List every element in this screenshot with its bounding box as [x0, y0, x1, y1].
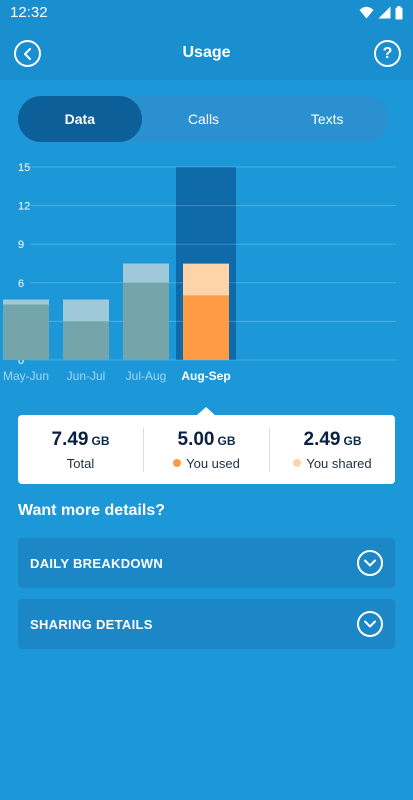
bar-shared-Jul-Aug	[123, 263, 169, 283]
used-value-row: 5.00 GB	[178, 429, 236, 451]
used-label: You used	[186, 455, 240, 471]
bar-used-Jul-Aug	[123, 282, 169, 360]
shared-label: You shared	[306, 455, 372, 471]
app-bar: Usage ?	[0, 25, 413, 80]
chevron-down-icon[interactable]	[357, 611, 383, 637]
shared-label-row: You shared	[293, 455, 372, 471]
tab-texts[interactable]: Texts	[310, 111, 344, 127]
bar-shared-May-Jun	[3, 299, 49, 305]
status-bar: 12:32	[0, 0, 413, 25]
question-mark-icon: ?	[382, 44, 393, 62]
x-tick-label: May-Jun	[3, 369, 49, 383]
sharing-details-accordion[interactable]: SHARING DETAILS	[18, 599, 395, 649]
shared-unit: GB	[343, 433, 362, 448]
y-tick-label: 12	[18, 201, 30, 213]
chevron-down-icon[interactable]	[357, 550, 383, 576]
bar-shared-Aug-Sep	[183, 263, 229, 296]
used-unit: GB	[217, 433, 236, 448]
details-heading: Want more details?	[18, 502, 165, 519]
usage-summary-card: 7.49 GB Total 5.00 GB You used 2.49 GB You …	[18, 415, 395, 484]
battery-icon	[395, 5, 403, 19]
status-time: 12:32	[10, 4, 48, 21]
shared-summary: 2.49 GB You shared	[269, 427, 395, 472]
shared-legend-dot	[293, 459, 302, 467]
used-legend-dot	[173, 459, 182, 467]
used-label-row: You used	[173, 456, 240, 471]
total-summary: 7.49 GB Total	[18, 428, 143, 472]
bar-used-Aug-Sep	[183, 295, 229, 360]
daily-breakdown-accordion[interactable]: DAILY BREAKDOWN	[18, 538, 395, 588]
signal-icon	[378, 6, 391, 19]
shared-value: 2.49	[303, 428, 341, 450]
page-title: Usage	[182, 44, 231, 61]
daily-breakdown-label: DAILY BREAKDOWN	[30, 555, 164, 571]
tab-data[interactable]: Data	[18, 96, 142, 142]
selection-pointer	[196, 407, 216, 416]
back-button[interactable]	[14, 40, 41, 67]
wifi-icon	[359, 6, 374, 19]
shared-value-row: 2.49 GB	[304, 429, 362, 451]
y-tick-label: 0	[18, 355, 24, 367]
total-label: Total	[66, 455, 95, 471]
x-tick-label: Aug-Sep	[181, 369, 230, 383]
y-tick-label: 15	[18, 162, 30, 174]
y-tick-label: 9	[18, 239, 24, 251]
total-value-row: 7.49 GB	[52, 429, 110, 451]
usage-type-tabs: Data Calls Texts	[18, 96, 389, 142]
bar-used-May-Jun	[3, 304, 49, 360]
help-button[interactable]: ?	[374, 40, 401, 67]
chevron-left-icon	[23, 47, 31, 60]
y-tick-label: 6	[18, 278, 24, 290]
bar-used-Jun-Jul	[63, 321, 109, 360]
used-summary: 5.00 GB You used	[143, 427, 269, 472]
status-icons	[359, 5, 403, 20]
bar-shared-Jun-Jul	[63, 299, 109, 322]
total-unit: GB	[91, 433, 110, 448]
x-tick-label: Jun-Jul	[67, 369, 106, 383]
total-value: 7.49	[51, 428, 89, 450]
used-value: 5.00	[177, 428, 215, 450]
x-tick-label: Jul-Aug	[126, 369, 167, 383]
sharing-details-label: SHARING DETAILS	[30, 616, 153, 632]
tab-calls[interactable]: Calls	[187, 111, 220, 127]
